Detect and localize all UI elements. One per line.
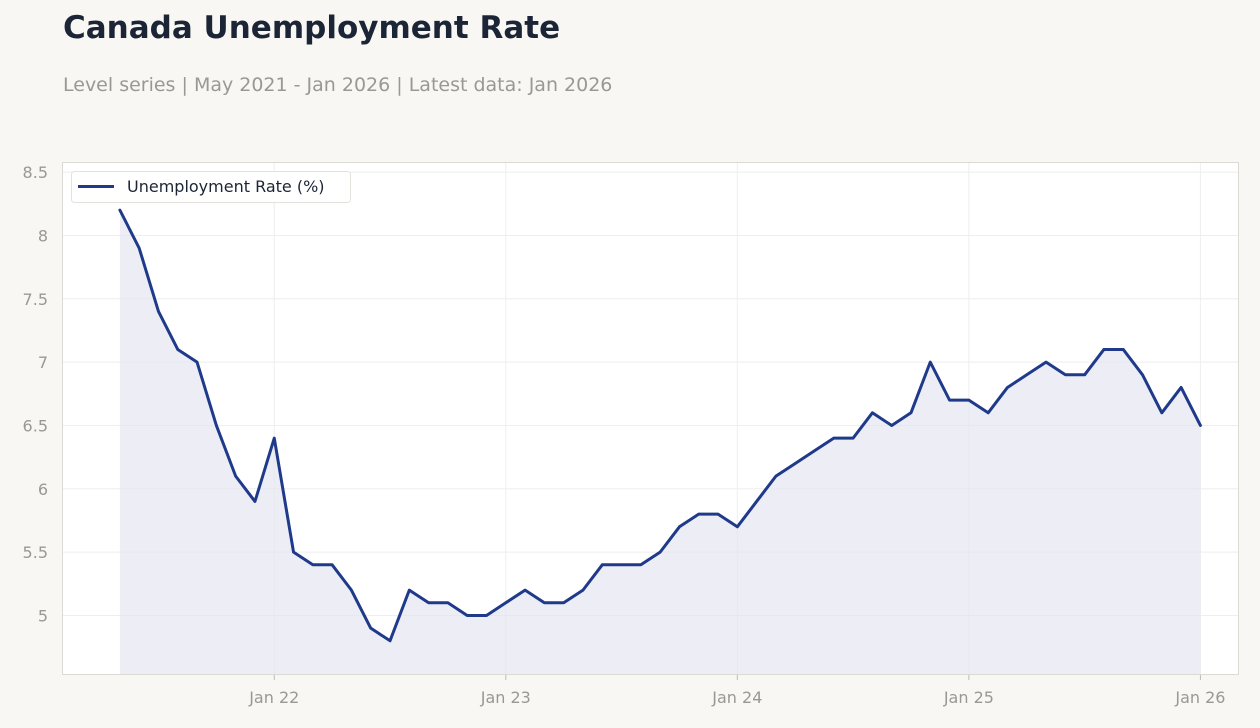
data-point-2025-04: [1025, 373, 1028, 376]
data-point-2023-04: [562, 601, 565, 604]
y-tick-label: 8: [38, 226, 48, 245]
data-point-2021-07: [157, 310, 160, 313]
data-point-2022-04: [330, 563, 334, 566]
data-point-2024-06: [832, 436, 836, 440]
data-point-2022-07: [388, 639, 392, 642]
data-point-2023-10: [678, 525, 681, 528]
data-point-2022-03: [311, 563, 315, 566]
data-point-2023-02: [523, 588, 527, 592]
data-point-2022-10: [446, 601, 450, 604]
data-point-2024-07: [851, 436, 855, 440]
data-point-2021-05: [118, 208, 122, 212]
data-point-2023-11: [697, 512, 700, 516]
data-point-2022-12: [485, 614, 488, 617]
data-point-2021-10: [215, 424, 218, 427]
data-point-2023-09: [658, 550, 662, 554]
data-point-2023-07: [620, 563, 623, 566]
area-fill: [119, 210, 1201, 675]
data-point-2023-01: [504, 601, 507, 604]
data-point-2023-12: [716, 512, 720, 516]
y-tick-label: 7.5: [23, 290, 48, 309]
chart-title: Canada Unemployment Rate: [63, 10, 561, 46]
data-point-2023-06: [601, 563, 604, 566]
x-tick-label: Jan 23: [480, 688, 531, 707]
x-tick-label: Jan 26: [1174, 688, 1225, 707]
data-point-2026-01: [1199, 424, 1202, 427]
data-point-2025-07: [1083, 373, 1086, 376]
y-tick-label: 5.5: [23, 543, 48, 562]
data-point-2022-08: [408, 588, 411, 592]
data-point-2025-12: [1179, 386, 1183, 389]
data-point-2021-09: [195, 360, 199, 364]
data-point-2023-03: [543, 601, 546, 604]
data-point-2025-08: [1102, 348, 1106, 351]
data-point-2021-06: [137, 246, 141, 250]
data-point-2025-02: [986, 411, 990, 414]
data-point-2023-08: [639, 563, 643, 566]
data-point-2025-01: [967, 398, 971, 402]
data-point-2024-02: [755, 500, 758, 503]
plot-border: [62, 162, 1239, 675]
data-point-2023-05: [581, 588, 585, 592]
data-point-2024-09: [890, 424, 893, 427]
data-point-2025-05: [1044, 360, 1048, 364]
data-point-2021-08: [176, 348, 179, 351]
data-point-2022-02: [292, 550, 295, 554]
data-point-2022-09: [427, 601, 430, 604]
data-point-2025-03: [1006, 386, 1009, 389]
y-tick-label: 6.5: [23, 416, 48, 435]
legend: Unemployment Rate (%): [71, 171, 351, 203]
x-tick-label: Jan 22: [248, 688, 299, 707]
data-point-2024-01: [736, 525, 739, 528]
data-point-2024-05: [813, 449, 816, 452]
data-point-2025-06: [1064, 373, 1067, 376]
data-point-2021-11: [234, 474, 237, 478]
x-tick-label: Jan 24: [711, 688, 762, 707]
data-point-2024-03: [774, 474, 778, 478]
data-point-2024-12: [948, 398, 951, 402]
y-tick-label: 5: [38, 606, 48, 625]
data-point-2025-10: [1141, 373, 1144, 376]
chart-subtitle: Level series | May 2021 - Jan 2026 | Lat…: [63, 74, 613, 96]
data-point-2024-11: [929, 360, 932, 364]
data-point-2021-12: [253, 500, 257, 503]
y-tick-label: 7: [38, 353, 48, 372]
data-point-2022-05: [350, 588, 353, 592]
data-point-2024-04: [794, 462, 797, 465]
data-point-2024-08: [871, 411, 874, 414]
y-tick-label: 8.5: [23, 163, 48, 182]
data-point-2025-11: [1160, 411, 1164, 414]
data-point-2024-10: [909, 411, 913, 414]
x-tick-label: Jan 25: [943, 688, 994, 707]
data-point-2025-09: [1122, 348, 1125, 351]
data-point-2022-11: [465, 614, 469, 617]
data-point-2022-01: [273, 436, 276, 440]
y-tick-label: 6: [38, 480, 48, 499]
legend-box: [71, 171, 351, 203]
data-point-2022-06: [369, 626, 372, 630]
legend-label: Unemployment Rate (%): [127, 177, 325, 196]
